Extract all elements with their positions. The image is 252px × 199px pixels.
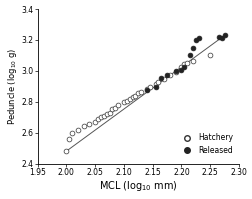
Point [110, 108, 114, 111]
Point [96, 118, 100, 121]
Point [179, 65, 183, 69]
Point [196, 36, 200, 39]
Point [113, 106, 117, 109]
Point [219, 36, 223, 39]
Point [159, 76, 163, 79]
Point [139, 90, 143, 93]
Point [107, 111, 111, 114]
Y-axis label: Peduncle (log$_{10}$ g): Peduncle (log$_{10}$ g) [6, 48, 18, 125]
Point [104, 112, 108, 116]
Point [173, 70, 177, 73]
Point [144, 88, 148, 91]
Point [190, 59, 194, 62]
Point [222, 34, 226, 37]
Point [182, 62, 186, 65]
Legend: Hatchery, Released: Hatchery, Released [177, 132, 234, 157]
Point [64, 150, 68, 153]
Point [182, 65, 186, 69]
Point [81, 125, 85, 128]
Point [67, 137, 71, 140]
Point [184, 61, 188, 65]
Point [173, 69, 177, 72]
Point [153, 82, 157, 86]
Point [162, 77, 166, 80]
Point [216, 35, 220, 38]
Point [147, 85, 151, 89]
Point [116, 103, 120, 106]
Point [127, 97, 131, 100]
Point [133, 94, 137, 97]
Point [136, 92, 140, 95]
Point [87, 123, 91, 126]
Point [144, 89, 148, 92]
Point [179, 68, 183, 72]
X-axis label: MCL (log$_{10}$ mm): MCL (log$_{10}$ mm) [99, 179, 177, 193]
Point [70, 131, 74, 134]
Point [130, 96, 134, 99]
Point [101, 115, 105, 118]
Point [193, 38, 197, 42]
Point [93, 120, 97, 123]
Point [153, 85, 157, 89]
Point [187, 54, 191, 57]
Point [190, 46, 194, 49]
Point [124, 99, 128, 102]
Point [99, 116, 103, 119]
Point [156, 81, 160, 84]
Point [207, 54, 211, 57]
Point [121, 100, 125, 103]
Point [76, 128, 80, 131]
Point [167, 73, 171, 76]
Point [164, 73, 168, 76]
